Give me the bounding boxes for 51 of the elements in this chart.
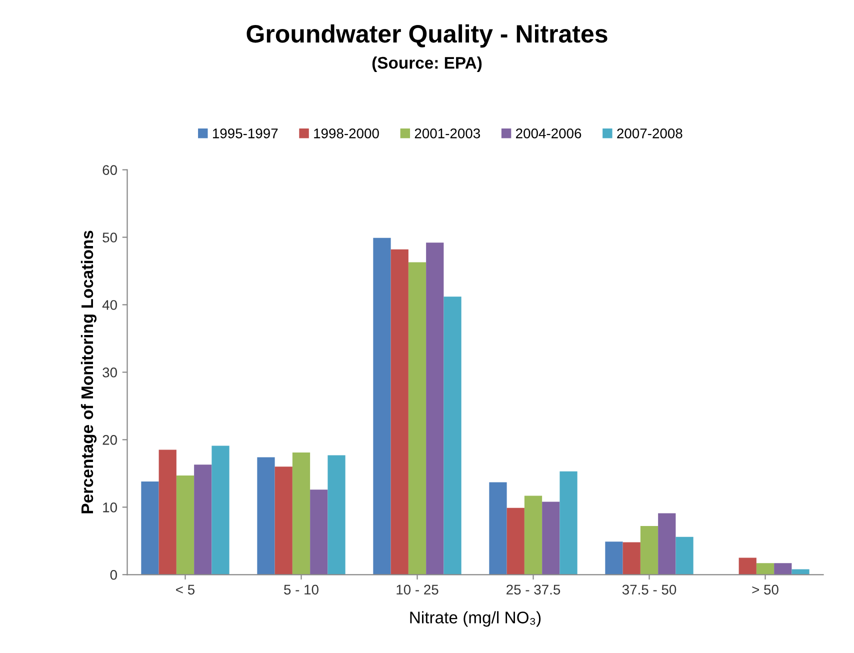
bar <box>212 446 230 575</box>
x-tick-label: 10 - 25 <box>396 584 438 595</box>
bar <box>373 238 391 575</box>
bar <box>328 455 346 575</box>
y-tick-label: 30 <box>102 368 117 378</box>
y-tick-label: 20 <box>102 435 117 445</box>
bar <box>292 452 310 575</box>
legend-label: 2007-2008 <box>617 128 682 138</box>
bar <box>676 536 694 575</box>
x-tick-label: < 5 <box>176 584 195 595</box>
x-axis-title: Nitrate (mg/l NO₃) <box>410 611 541 627</box>
y-tick-label: 60 <box>102 165 117 175</box>
chart-title: Groundwater Quality - Nitrates <box>246 24 608 48</box>
y-tick-label: 10 <box>103 502 117 512</box>
bar <box>274 466 292 575</box>
x-tick-label: 25 - 37.5 <box>506 584 560 595</box>
bar <box>560 471 578 575</box>
legend-label: 1995-1997 <box>212 128 278 138</box>
bar <box>774 563 792 575</box>
bar <box>792 569 810 575</box>
bar <box>176 475 194 575</box>
bar <box>756 563 774 575</box>
bar <box>310 490 328 575</box>
bar <box>524 496 542 575</box>
bar <box>426 242 444 575</box>
bar <box>489 482 507 575</box>
y-axis-title: Percentage of Monitoring Locations <box>80 230 97 514</box>
y-tick-label: 0 <box>110 570 117 580</box>
bar <box>622 542 640 575</box>
bar <box>141 482 159 575</box>
y-tick-label: 50 <box>102 232 117 242</box>
legend-label: 1998-2000 <box>314 128 379 138</box>
bar <box>658 513 676 575</box>
x-tick-label: 5 - 10 <box>284 584 318 595</box>
legend-label: 2001-2003 <box>414 128 480 138</box>
bar <box>444 296 462 575</box>
bar <box>738 558 756 575</box>
bar <box>390 249 408 575</box>
chart-subtitle: (Source: EPA) <box>372 56 482 72</box>
bar <box>506 508 524 575</box>
bar <box>194 464 212 575</box>
y-tick-label: 40 <box>102 300 117 310</box>
bar <box>257 457 275 575</box>
bar <box>542 502 560 575</box>
bar <box>158 450 176 575</box>
legend-label: 2004-2006 <box>516 128 582 138</box>
bar <box>408 262 426 575</box>
bar <box>640 526 658 575</box>
x-tick-label: 37.5 - 50 <box>622 584 676 595</box>
bar <box>605 542 623 575</box>
x-tick-label: > 50 <box>752 584 778 595</box>
